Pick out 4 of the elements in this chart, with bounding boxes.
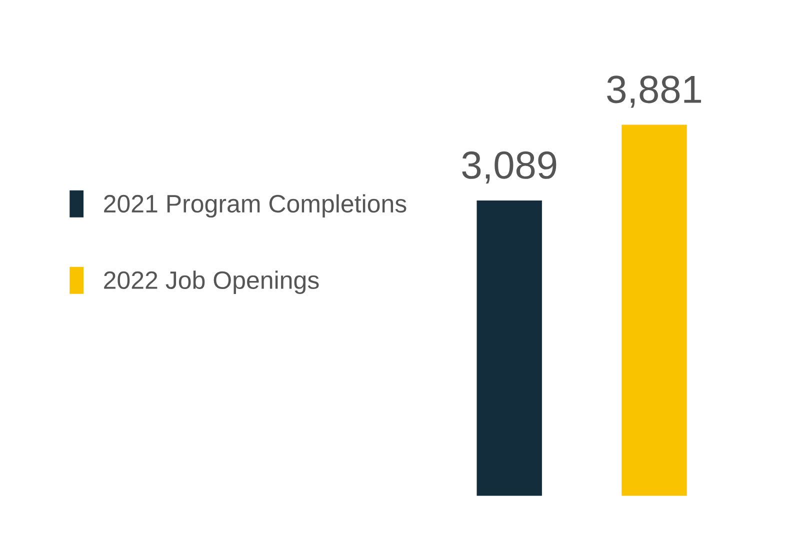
data-label: 3,089: [462, 151, 556, 184]
data-label: 3,881: [607, 76, 702, 108]
legend-label: 2021 Program Completions: [104, 194, 406, 218]
legend-label: 2022 Job Openings: [104, 270, 319, 294]
